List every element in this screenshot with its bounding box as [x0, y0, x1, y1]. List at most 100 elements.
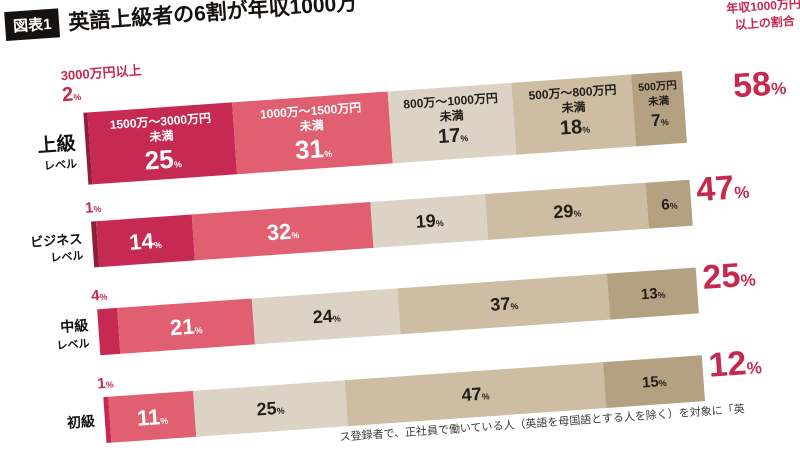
value-number: 47: [460, 383, 483, 406]
value-number: 47: [694, 168, 736, 210]
segment-header: 未満: [439, 108, 465, 124]
segment-value: 6%: [661, 196, 678, 214]
above-bar-label-value: 4%: [91, 287, 108, 306]
bar-segment: 19%: [370, 193, 489, 248]
percent-sign: %: [669, 200, 678, 211]
bar-segment: 1500万〜3000万円 未満 25%: [86, 102, 237, 185]
bar-segment: 6%: [645, 179, 693, 229]
percent-sign: %: [194, 325, 203, 336]
segment-header: 未満: [561, 99, 587, 116]
above-bar-label: 3000万円以上 2%: [60, 63, 143, 107]
segment-value: 13%: [640, 285, 666, 303]
category-name-sub: レベル: [56, 337, 90, 353]
segment-value: 25%: [143, 143, 183, 176]
bar-segment: 32%: [191, 201, 374, 261]
category-name: 初級: [66, 412, 96, 431]
bar-segment: 37%: [397, 273, 611, 335]
value-number: 13: [640, 284, 659, 303]
segment-value: 15%: [641, 372, 668, 392]
stacked-bar: 21% 24% 37% 13%: [97, 267, 699, 356]
value-number: 15: [641, 372, 660, 392]
percent-sign: %: [435, 218, 445, 229]
value-number: 24: [312, 306, 334, 328]
value-number: 14: [128, 228, 155, 255]
segment-value: 24%: [312, 306, 341, 328]
bar-row: 上級 レベル 3000万円以上 2% 1500万〜3000万円 未満 25% 1000万〜15…: [37, 63, 787, 185]
percent-sign: %: [746, 358, 763, 379]
bar-row: 中級 レベル 4% 21% 24% 37% 13% 25%: [56, 256, 756, 356]
right-percentage: 12%: [707, 344, 763, 385]
segment-value: 29%: [553, 201, 582, 223]
percent-sign: %: [660, 117, 670, 128]
above-bar-label-value: 2%: [61, 80, 143, 107]
value-number: 31: [293, 133, 325, 166]
stacked-bar: 1500万〜3000万円 未満 25% 1000万〜1500万円 未満 31% 800万〜1…: [83, 70, 687, 185]
above-bar-label: 1%: [84, 200, 102, 218]
bar-segment: 29%: [485, 182, 650, 240]
bar-segment: 800万〜1000万円 未満 17%: [387, 82, 517, 164]
value-number: 29: [552, 200, 575, 223]
category-label: 上級 レベル: [36, 114, 79, 188]
segment-value: 7%: [651, 111, 670, 131]
segment-value: 31%: [293, 133, 333, 166]
segment-value: 37%: [490, 294, 519, 316]
percent-sign: %: [460, 133, 469, 144]
segment-header: 未満: [647, 94, 670, 109]
bar-segment: 11%: [108, 390, 197, 443]
segment-value: 32%: [265, 218, 300, 246]
value-number: 58: [731, 64, 773, 106]
percent-sign: %: [291, 230, 300, 241]
bar-segment: 500万〜800万円 未満 18%: [511, 74, 637, 155]
percent-sign: %: [73, 91, 82, 103]
value-number: 19: [415, 210, 437, 232]
bar-segment: 13%: [607, 267, 699, 320]
bar-segment: 25%: [193, 380, 348, 437]
value-number: 25: [143, 143, 175, 176]
value-number: 18: [559, 116, 583, 140]
segment-header: 500万円: [637, 79, 678, 95]
percent-sign: %: [153, 239, 163, 251]
percent-sign: %: [739, 270, 757, 291]
percent-sign: %: [173, 159, 183, 170]
category-name: 中級: [59, 317, 89, 335]
above-bar-label-value: 1%: [84, 200, 102, 218]
value-number: 25: [255, 398, 278, 420]
percent-sign: %: [99, 291, 108, 303]
above-bar-label: 4%: [91, 287, 108, 306]
value-number: 21: [169, 313, 196, 341]
value-number: 25: [701, 256, 742, 297]
percent-sign: %: [276, 405, 285, 417]
segment-header: 未満: [148, 128, 174, 145]
category-label: 中級 レベル: [54, 310, 90, 358]
category-label: 初級: [65, 398, 96, 446]
category-name-sub: レベル: [43, 157, 78, 173]
bar-segment: 500万円 未満 7%: [631, 70, 687, 147]
percent-sign: %: [658, 377, 667, 388]
segment-value: 19%: [415, 211, 444, 233]
above-bar-label: 1%: [97, 375, 114, 394]
percent-sign: %: [323, 148, 333, 160]
above-bar-label-value: 1%: [97, 375, 114, 394]
segment-value: 14%: [128, 228, 163, 255]
percent-sign: %: [770, 78, 788, 99]
figure-header: 図表1 英語上級者の6割が年収1000万: [4, 0, 358, 41]
percent-sign: %: [581, 124, 591, 136]
category-name-sub: レベル: [50, 249, 84, 264]
value-number: 12: [707, 344, 748, 385]
percent-sign: %: [332, 313, 342, 324]
percent-sign: %: [657, 289, 666, 300]
bar-segment: 21%: [116, 298, 256, 354]
percent-sign: %: [510, 301, 519, 312]
bar-segment: 14%: [95, 214, 196, 268]
segment-value: 18%: [559, 116, 591, 140]
value-number: 17: [437, 124, 462, 149]
percent-sign: %: [160, 415, 169, 427]
value-number: 32: [265, 218, 293, 246]
percent-sign: %: [733, 182, 751, 203]
figure-title: 英語上級者の6割が年収1000万: [67, 0, 358, 35]
segment-header: 未満: [299, 118, 325, 134]
segment-value: 25%: [255, 398, 285, 421]
bar-row: ビジネス レベル 1% 14% 32% 19% 29% 6% 47%: [30, 169, 750, 268]
